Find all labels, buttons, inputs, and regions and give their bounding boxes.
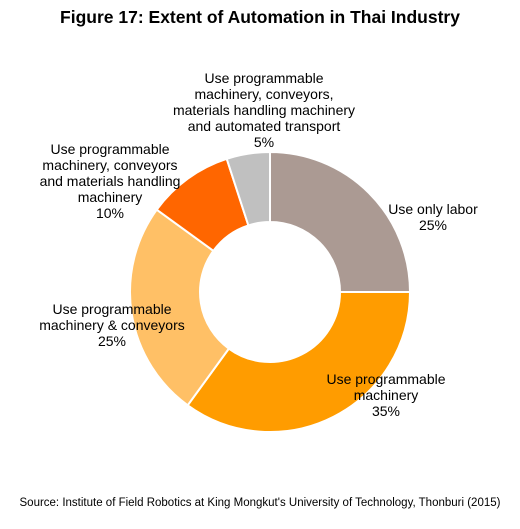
slice-labor-only xyxy=(269,150,412,293)
slice-machinery-conveyors xyxy=(129,208,231,407)
chart-title: Figure 17: Extent of Automation in Thai … xyxy=(60,7,460,27)
source-note: Source: Institute of Field Robotics at K… xyxy=(19,497,501,509)
slice-label-programmable-machinery: Use programmable machinery 35% xyxy=(326,371,445,419)
slice-label-labor-only: Use only labor 25% xyxy=(388,201,478,233)
slice-label-automated-transport: Use programmable machinery, conveyors, mat… xyxy=(173,70,355,150)
slice-programmable-machinery xyxy=(186,291,412,433)
slice-automated-transport xyxy=(225,150,271,227)
slice-label-machinery-conveyors: Use programmable machinery & conveyors 25% xyxy=(39,301,185,349)
slice-label-materials-handling: Use programmable machinery, conveyors and … xyxy=(40,141,181,221)
